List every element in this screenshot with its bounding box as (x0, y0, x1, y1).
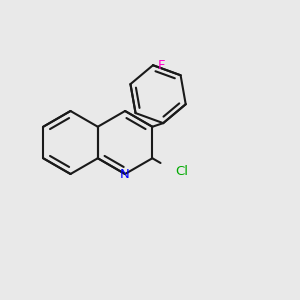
Text: F: F (158, 59, 165, 72)
Text: N: N (120, 167, 130, 181)
Text: Cl: Cl (176, 165, 189, 178)
